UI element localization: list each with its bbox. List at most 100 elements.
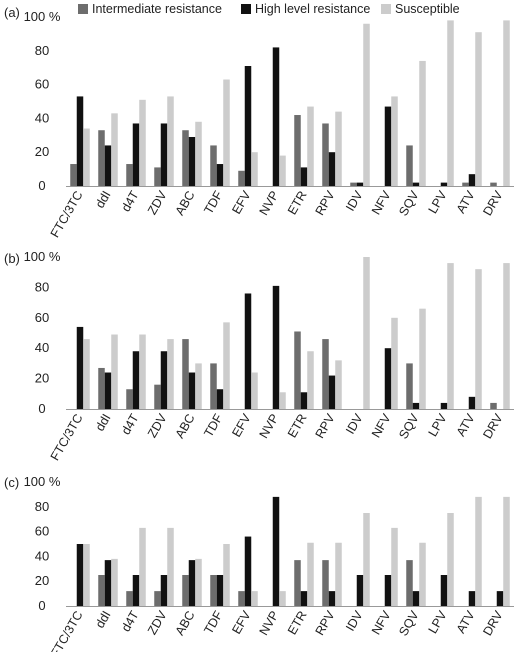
bar-intermediate: [322, 123, 329, 186]
y-tick-label: 20: [35, 371, 49, 386]
y-tick-label: 40: [35, 110, 49, 125]
bar-high: [384, 106, 392, 186]
bar-high: [244, 66, 252, 186]
bar-susceptible: [279, 392, 286, 409]
bar-intermediate: [154, 384, 161, 409]
x-tick-label: DRV: [480, 188, 506, 218]
x-tick-label: NFV: [369, 411, 394, 440]
bar-high: [272, 47, 280, 186]
bar-susceptible: [83, 128, 90, 186]
x-tick-label: IDV: [343, 188, 366, 214]
bar-susceptible: [503, 496, 510, 606]
bar-high: [188, 372, 196, 409]
x-tick-label: LPV: [426, 411, 450, 439]
bar-high: [356, 182, 364, 186]
x-tick-label: d4T: [119, 188, 142, 214]
bar-intermediate: [490, 182, 497, 186]
bar-high: [468, 396, 476, 409]
bar-susceptible: [503, 20, 510, 186]
x-tick-label: ABC: [173, 189, 198, 218]
bar-high: [384, 348, 392, 409]
x-tick-label: ddI: [93, 412, 114, 434]
bar-intermediate: [406, 145, 413, 186]
x-tick-label: ddI: [93, 609, 114, 631]
bar-high: [132, 123, 140, 186]
x-tick-label: EFV: [229, 608, 254, 637]
bar-high: [328, 152, 336, 186]
y-tick-label: 0: [38, 401, 45, 416]
bar-susceptible: [419, 308, 426, 409]
x-tick-label: RPV: [313, 411, 338, 441]
bar-susceptible: [391, 96, 398, 186]
x-tick-label: FTC/3TC: [48, 189, 86, 241]
x-tick-label: TDF: [201, 608, 225, 636]
bar-high: [104, 560, 112, 606]
y-tick-label: 40: [35, 340, 49, 355]
bar-high: [216, 389, 224, 409]
bar-susceptible: [419, 60, 426, 186]
bar-intermediate: [126, 591, 133, 606]
bar-susceptible: [419, 542, 426, 606]
bar-high: [160, 123, 168, 186]
bar-intermediate: [406, 363, 413, 409]
y-tick-label: 100 %: [24, 9, 61, 24]
x-tick-label: TDF: [201, 411, 225, 439]
bar-high: [412, 402, 420, 409]
panel-label: (b): [4, 251, 20, 266]
x-tick-label: SQV: [396, 188, 422, 218]
bar-high: [412, 591, 420, 606]
x-tick-label: NFV: [369, 188, 394, 217]
y-tick-label: 100 %: [24, 249, 61, 264]
bar-intermediate: [238, 591, 245, 606]
bar-susceptible: [363, 257, 370, 409]
x-tick-label: ETR: [285, 189, 310, 218]
y-tick-label: 60: [35, 524, 49, 539]
x-tick-label: EFV: [229, 188, 254, 217]
bar-high: [160, 351, 168, 409]
x-tick-label: ETR: [285, 609, 310, 638]
bar-high: [76, 544, 84, 606]
y-tick-label: 80: [35, 43, 49, 58]
bar-high: [104, 372, 112, 409]
x-tick-label: ATV: [454, 188, 478, 216]
bar-intermediate: [294, 560, 301, 606]
bar-susceptible: [167, 96, 174, 186]
bar-intermediate: [98, 367, 105, 409]
legend-label-susceptible: Susceptible: [395, 2, 460, 16]
y-tick-label: 60: [35, 77, 49, 92]
x-tick-label: SQV: [396, 411, 422, 441]
bar-intermediate: [98, 130, 105, 186]
bar-susceptible: [223, 544, 230, 606]
bar-susceptible: [83, 544, 90, 606]
x-tick-label: RPV: [313, 608, 338, 638]
bar-susceptible: [279, 155, 286, 186]
bar-susceptible: [195, 121, 202, 186]
x-tick-label: NVP: [257, 609, 282, 638]
x-tick-label: TDF: [201, 188, 225, 216]
bar-high: [216, 575, 224, 606]
bar-susceptible: [167, 527, 174, 606]
x-tick-label: FTC/3TC: [48, 412, 86, 464]
bar-high: [440, 402, 448, 409]
legend: Intermediate resistance High level resis…: [78, 2, 460, 16]
bar-susceptible: [111, 334, 118, 409]
bar-susceptible: [335, 542, 342, 606]
bar-intermediate: [322, 339, 329, 409]
bar-intermediate: [70, 164, 77, 186]
x-tick-label: ABC: [173, 412, 198, 441]
bar-high: [244, 293, 252, 409]
y-tick-label: 0: [38, 598, 45, 613]
legend-label-intermediate: Intermediate resistance: [92, 2, 222, 16]
x-tick-label: ZDV: [145, 411, 170, 440]
x-tick-label: EFV: [229, 411, 254, 440]
bar-high: [188, 136, 196, 186]
bar-susceptible: [391, 317, 398, 409]
bar-high: [104, 145, 112, 186]
bar-high: [300, 591, 308, 606]
bar-susceptible: [307, 351, 314, 409]
bar-intermediate: [182, 575, 189, 606]
bar-high: [132, 351, 140, 409]
